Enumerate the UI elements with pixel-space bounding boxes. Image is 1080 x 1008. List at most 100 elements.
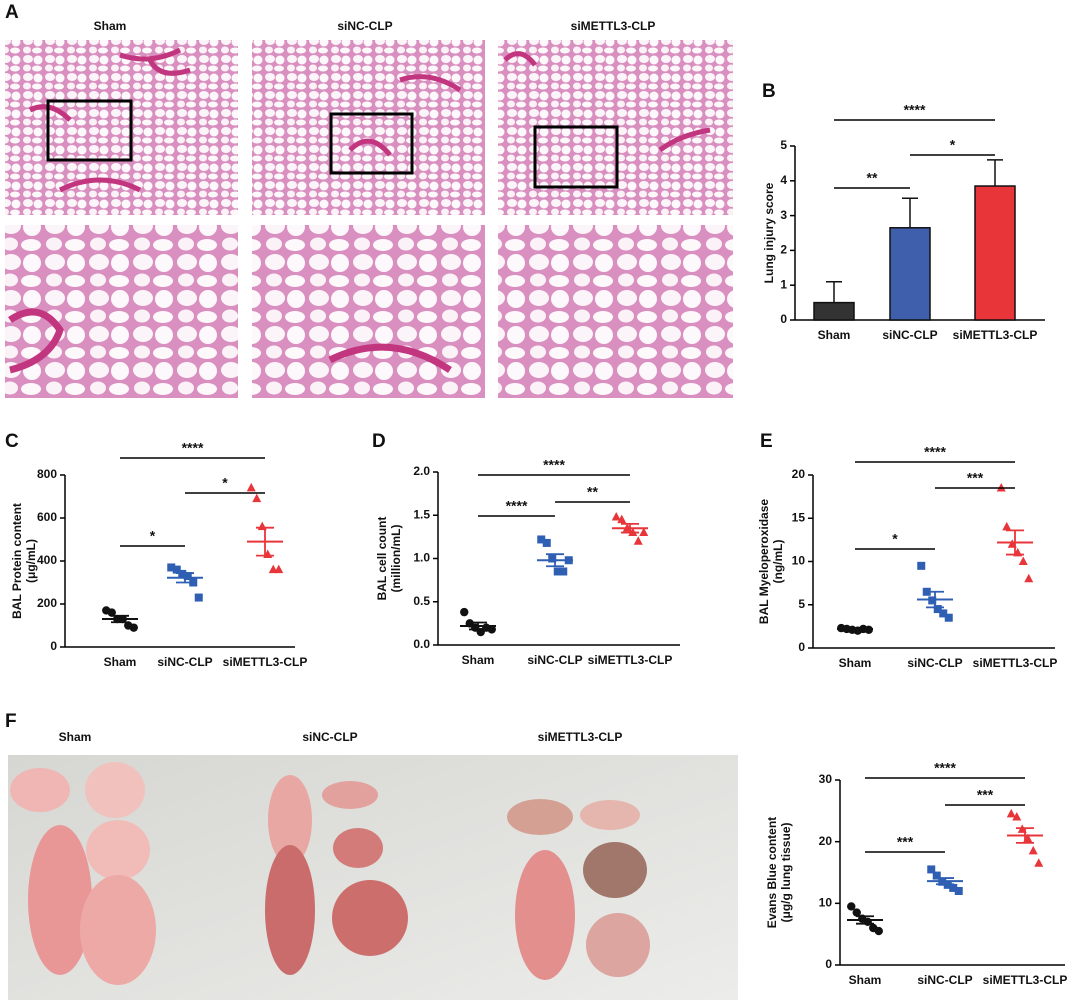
- y-tick-label: 200: [37, 596, 57, 610]
- point: [183, 572, 192, 581]
- x-tick-label: siNC-CLP: [907, 656, 962, 670]
- y-tick-label: 800: [37, 467, 57, 481]
- significance-label: ****: [904, 102, 926, 118]
- panel-label: B: [762, 81, 776, 102]
- lung: [332, 880, 408, 956]
- point: [487, 625, 496, 634]
- image-label: siMETTL3-CLP: [538, 730, 623, 744]
- vessel: [28, 47, 191, 193]
- sem-bar: [846, 627, 864, 631]
- x-tick-label: Sham: [818, 328, 851, 342]
- zoom-box: [46, 99, 133, 162]
- y-tick-label: 2: [780, 243, 787, 257]
- lung: [85, 762, 145, 818]
- significance-label: *: [222, 475, 228, 491]
- histology-images: [5, 40, 733, 398]
- sem-bar: [856, 915, 874, 925]
- sem-bar: [1016, 827, 1034, 844]
- significance-label: *: [950, 137, 956, 153]
- point: [537, 535, 546, 544]
- image: [498, 225, 733, 398]
- lung: [80, 875, 156, 985]
- error-bar: [987, 159, 1003, 187]
- vessel: [8, 308, 452, 374]
- sem-bar: [926, 590, 944, 609]
- x-tick-label: siMETTL3-CLP: [953, 328, 1038, 342]
- image: [252, 225, 485, 398]
- image-label: Sham: [59, 730, 92, 744]
- point: [129, 623, 138, 632]
- significance-label: *: [892, 531, 898, 547]
- lung: [268, 775, 312, 865]
- y-axis-label: (million/mL): [389, 525, 403, 593]
- y-tick-label: 5: [798, 597, 805, 611]
- point: [1002, 521, 1012, 531]
- x-tick-label: siMETTL3-CLP: [983, 973, 1068, 987]
- y-tick-label: 0: [780, 312, 787, 326]
- significance-label: **: [587, 484, 598, 500]
- bar: [813, 301, 855, 321]
- image: [5, 40, 238, 215]
- zoom-box: [533, 125, 619, 189]
- point: [107, 608, 116, 617]
- sem-bar: [176, 572, 194, 584]
- sem-bar: [469, 621, 487, 631]
- panel-label: A: [5, 2, 19, 23]
- point: [172, 565, 181, 574]
- y-tick-label: 15: [792, 510, 806, 524]
- significance-label: ****: [506, 498, 528, 514]
- y-tick-label: 1.5: [413, 507, 430, 521]
- bar: [889, 227, 931, 321]
- significance-label: ****: [924, 444, 946, 460]
- point: [874, 926, 883, 936]
- y-axis-label: (ng/mL): [771, 540, 785, 584]
- y-tick-label: 0: [798, 640, 805, 654]
- vessel: [348, 74, 462, 157]
- y-axis-label: BAL Myeloperoxidase: [757, 499, 771, 624]
- sem-bar: [256, 526, 274, 557]
- point: [548, 554, 557, 563]
- x-tick-label: siNC-CLP: [527, 653, 582, 667]
- lung: [10, 768, 70, 812]
- y-axis-label: Lung injury score: [762, 182, 776, 283]
- panel-label: E: [760, 431, 773, 452]
- lung: [265, 845, 315, 975]
- point: [553, 567, 562, 576]
- x-tick-label: siNC-CLP: [157, 655, 212, 669]
- y-axis-label: Evans Blue content: [765, 817, 779, 928]
- point: [954, 887, 963, 895]
- point: [927, 865, 936, 874]
- point: [996, 482, 1006, 492]
- y-axis-label: (μg/mL): [24, 539, 38, 583]
- y-axis-label: BAL Protein content: [10, 503, 24, 619]
- error-bar: [826, 280, 842, 303]
- x-tick-label: Sham: [849, 973, 882, 987]
- point: [460, 607, 469, 617]
- image-label: Sham: [94, 19, 127, 33]
- x-tick-label: siMETTL3-CLP: [973, 656, 1058, 670]
- panel-label: C: [5, 431, 19, 452]
- lung: [507, 799, 573, 835]
- panel-label: D: [372, 431, 386, 452]
- y-tick-label: 0: [825, 957, 832, 971]
- significance-label: ****: [182, 440, 204, 456]
- y-tick-label: 0: [50, 639, 57, 653]
- significance-label: ****: [934, 760, 956, 776]
- lung: [583, 842, 647, 898]
- point: [274, 564, 284, 574]
- y-axis-label: (μg/g lung tissue): [779, 822, 793, 922]
- y-tick-label: 10: [819, 896, 833, 910]
- point: [933, 605, 942, 614]
- y-tick-label: 400: [37, 553, 57, 567]
- point: [617, 514, 627, 524]
- panel-label: F: [5, 711, 17, 732]
- point: [847, 902, 856, 911]
- point: [639, 527, 649, 537]
- y-axis-label: BAL cell count: [375, 517, 389, 601]
- point: [194, 593, 203, 602]
- point: [1024, 573, 1034, 583]
- point: [917, 561, 926, 570]
- image: [252, 40, 485, 215]
- point: [1012, 812, 1022, 821]
